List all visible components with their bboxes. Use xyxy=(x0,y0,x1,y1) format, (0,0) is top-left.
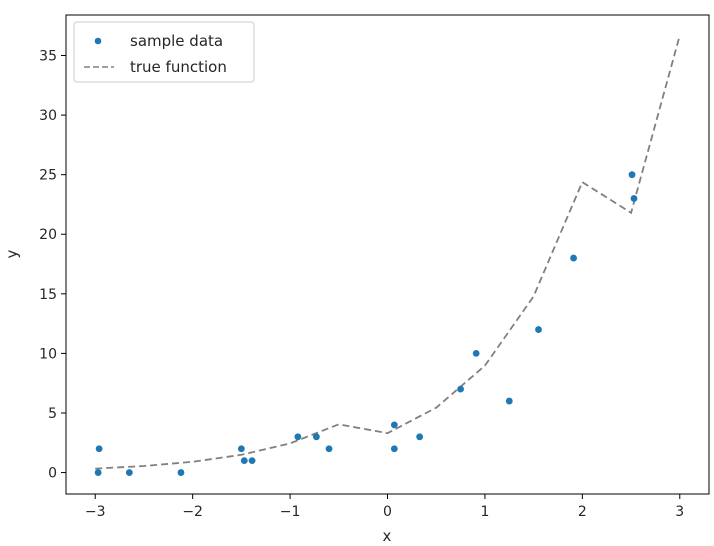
x-tick-label: 3 xyxy=(675,504,684,520)
sample-data-point xyxy=(240,457,248,465)
x-axis-label: x xyxy=(383,527,392,545)
sample-data-point xyxy=(125,469,133,476)
x-tick-label: −1 xyxy=(280,504,301,520)
y-tick-label: 30 xyxy=(39,108,57,124)
sample-data-point xyxy=(312,433,320,441)
legend-label-sample-data: sample data xyxy=(130,32,223,50)
sample-data-point xyxy=(390,445,398,453)
y-tick-label: 20 xyxy=(39,227,57,243)
sample-data-point xyxy=(630,195,638,202)
y-axis: 0 5 10 15 20 25 30 35 xyxy=(39,49,66,482)
x-tick-label: 2 xyxy=(578,504,587,520)
legend: sample data true function xyxy=(73,21,255,83)
sample-data-point xyxy=(248,457,256,465)
sample-data-point xyxy=(94,469,102,476)
y-tick-label: 10 xyxy=(39,346,57,362)
sample-data-point xyxy=(95,445,103,453)
x-tick-label: 0 xyxy=(383,504,392,520)
y-tick-label: 35 xyxy=(39,49,57,65)
y-tick-label: 0 xyxy=(48,466,57,482)
true-function-line xyxy=(95,35,681,470)
sample-data-point xyxy=(294,433,302,441)
sample-data-point xyxy=(505,397,513,405)
sample-data-point xyxy=(628,171,636,179)
x-axis: −3 −2 −1 0 1 2 3 xyxy=(85,494,684,520)
y-axis-label: y xyxy=(3,249,21,258)
sample-data-point xyxy=(570,254,577,262)
x-tick-label: −2 xyxy=(182,504,203,520)
legend-label-true-function: true function xyxy=(130,58,227,76)
sample-data-point xyxy=(457,385,464,393)
sample-data-point xyxy=(237,445,245,453)
sample-data-point xyxy=(472,349,480,357)
sample-data-point xyxy=(325,445,333,453)
y-tick-label: 5 xyxy=(48,406,57,422)
legend-marker-sample-data xyxy=(94,37,102,45)
sample-data-point xyxy=(390,421,398,429)
x-tick-label: 1 xyxy=(480,504,489,520)
series-layer xyxy=(94,35,681,476)
y-tick-label: 15 xyxy=(39,287,57,303)
y-tick-label: 25 xyxy=(39,168,57,184)
legend-box xyxy=(73,21,255,83)
x-tick-label: −3 xyxy=(85,504,106,520)
sample-data-point xyxy=(177,469,185,476)
sample-data-point xyxy=(535,326,542,333)
sample-data-point xyxy=(416,433,424,441)
